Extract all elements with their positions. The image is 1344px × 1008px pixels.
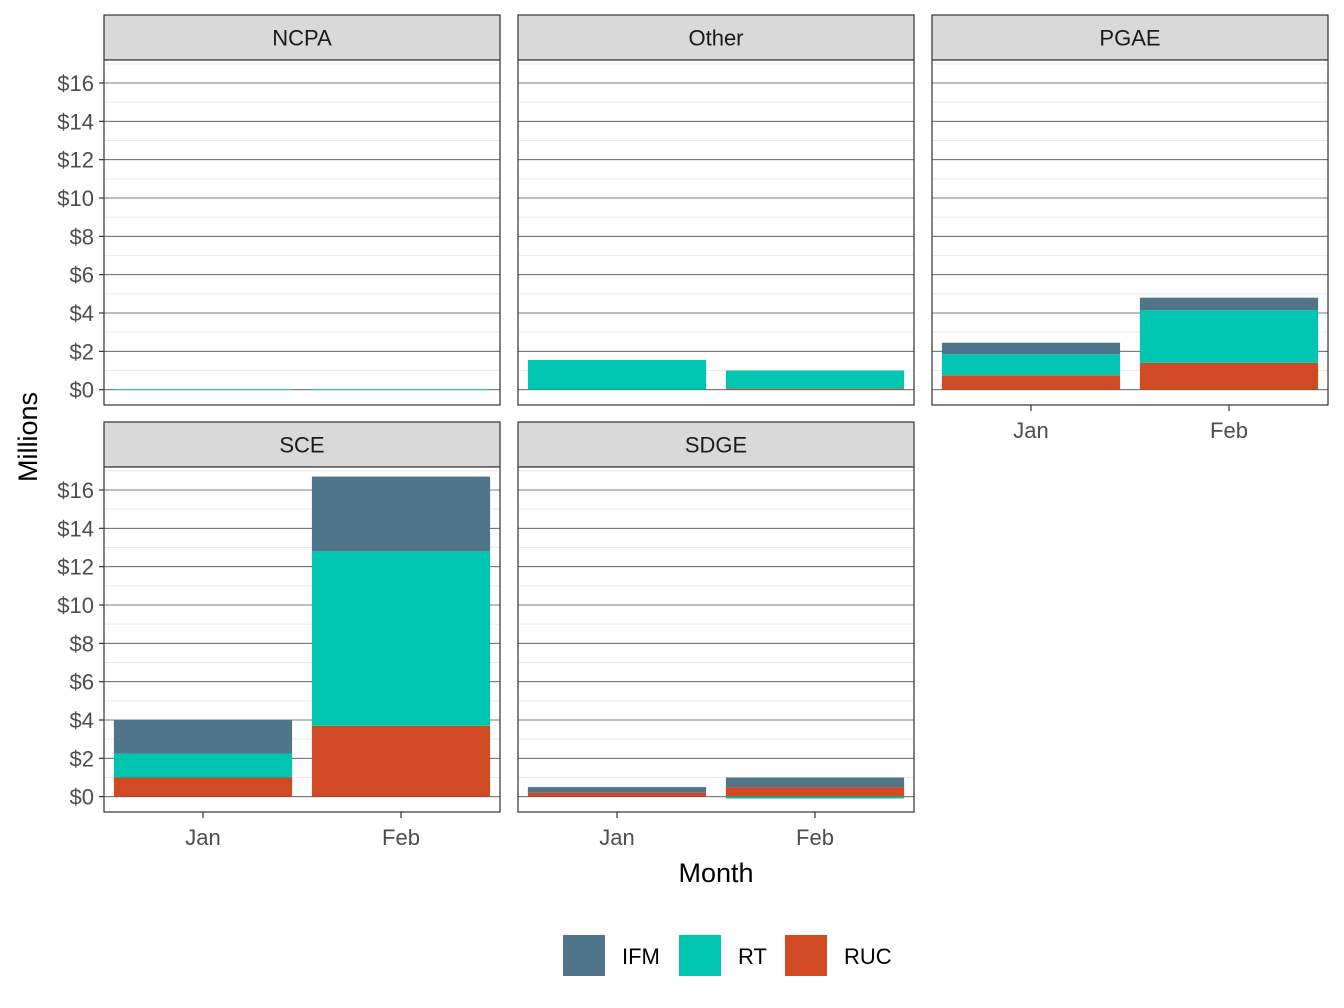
y-tick-label: $4	[70, 301, 94, 326]
panel-border-sce	[103, 466, 501, 813]
bar-sce-jan-ruc	[113, 777, 293, 797]
strip-pgae	[931, 14, 1329, 61]
bar-ncpa-feb-rt	[311, 389, 491, 391]
x-tick-label: Feb	[382, 825, 420, 850]
y-tick-label: $4	[70, 708, 94, 733]
legend-label-ifm: IFM	[622, 944, 660, 969]
y-tick-label: $12	[57, 555, 94, 580]
bar-pgae-jan-ruc	[941, 375, 1121, 390]
strip-label-sdge: SDGE	[685, 433, 747, 458]
legend-key-ifm	[563, 935, 605, 976]
bar-other-jan-rt	[527, 359, 707, 390]
panel-ncpa: NCPA $0 $2 $4 $6 $8 $10 $12 $14 $16	[57, 14, 501, 406]
y-tick-label: $10	[57, 593, 94, 618]
strip-other	[517, 14, 915, 61]
panel-border-ncpa	[103, 59, 501, 406]
bar-sce-feb-ruc	[311, 725, 491, 797]
panel-border-pgae	[931, 59, 1329, 406]
bar-sce-feb-rt	[311, 551, 491, 726]
y-tick-label: $16	[57, 478, 94, 503]
y-tick-label: $12	[57, 148, 94, 173]
bar-pgae-feb-ifm	[1139, 297, 1319, 311]
y-tick-label: $14	[57, 109, 94, 134]
bar-sce-feb-ifm	[311, 476, 491, 552]
y-tick-label: $14	[57, 516, 94, 541]
bar-sdge-jan-ruc	[527, 792, 707, 797]
strip-sce	[103, 421, 501, 468]
legend-key-ruc	[785, 935, 827, 976]
plot-area-other	[518, 60, 914, 405]
y-tick-label: $0	[70, 785, 94, 810]
strip-label-other: Other	[688, 26, 743, 51]
y-tick-label: $6	[70, 263, 94, 288]
y-tick-label: $8	[70, 224, 94, 249]
x-axis-title: Month	[678, 858, 753, 888]
strip-label-sce: SCE	[279, 433, 324, 458]
plot-area-sdge	[518, 467, 914, 812]
panel-pgae: PGAE Jan Feb	[931, 14, 1329, 443]
bar-pgae-jan-rt	[941, 354, 1121, 376]
bar-sdge-feb-rt	[725, 796, 905, 799]
panel-sce: SCE $0 $2 $4 $6 $8 $10 $12 $14 $16 Jan Feb	[57, 421, 501, 850]
y-tick-label: $0	[70, 378, 94, 403]
y-tick-label: $2	[70, 339, 94, 364]
bar-ncpa-jan-rt	[113, 389, 293, 391]
x-tick-label: Jan	[1013, 418, 1048, 443]
bar-sdge-feb-ifm	[725, 777, 905, 788]
bar-sce-jan-ifm	[113, 720, 293, 754]
strip-sdge	[517, 421, 915, 468]
bar-pgae-feb-ruc	[1139, 362, 1319, 390]
bar-other-feb-ruc	[725, 388, 905, 390]
y-tick-label: $16	[57, 71, 94, 96]
strip-label-pgae: PGAE	[1099, 26, 1160, 51]
x-tick-label: Feb	[1210, 418, 1248, 443]
legend-key-rt	[679, 935, 721, 976]
panel-border-sdge	[517, 466, 915, 813]
legend-label-ruc: RUC	[844, 944, 892, 969]
bar-other-feb-rt	[725, 370, 905, 389]
bar-sdge-feb-ruc	[725, 787, 905, 797]
y-tick-label: $8	[70, 631, 94, 656]
bar-pgae-feb-rt	[1139, 310, 1319, 363]
legend-label-rt: RT	[738, 944, 767, 969]
bar-sdge-jan-ifm	[527, 787, 707, 793]
y-tick-label: $10	[57, 186, 94, 211]
y-tick-label: $2	[70, 746, 94, 771]
strip-label-ncpa: NCPA	[272, 26, 332, 51]
panel-other: Other	[517, 14, 915, 406]
bar-pgae-jan-ifm	[941, 342, 1121, 355]
y-tick-label: $6	[70, 670, 94, 695]
legend: IFM RT RUC	[563, 935, 892, 976]
x-tick-label: Feb	[796, 825, 834, 850]
y-axis-title: Millions	[13, 392, 43, 482]
x-tick-label: Jan	[599, 825, 634, 850]
panel-sdge: SDGE Jan Feb	[517, 421, 915, 850]
plot-area-ncpa	[104, 60, 500, 405]
bar-sce-jan-rt	[113, 753, 293, 778]
strip-ncpa	[103, 14, 501, 61]
panel-border-other	[517, 59, 915, 406]
x-tick-label: Jan	[185, 825, 220, 850]
